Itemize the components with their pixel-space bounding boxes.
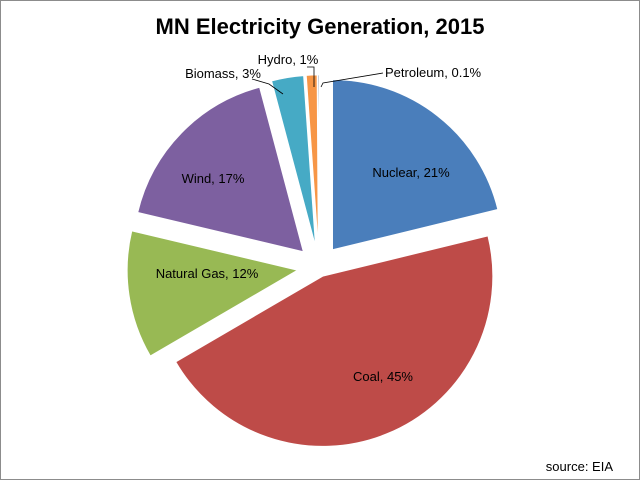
- leader-line-hydro: [307, 66, 315, 87]
- pie-slice-natural-gas: [126, 230, 299, 357]
- pie-slice-petroleum: [317, 74, 320, 246]
- pie-slice-biomass: [271, 75, 316, 246]
- pie-slice-coal: [175, 235, 494, 447]
- slice-label-biomass: Biomass, 3%: [185, 66, 261, 81]
- slice-label-wind: Wind, 17%: [182, 171, 245, 186]
- slice-label-coal: Coal, 45%: [353, 369, 413, 384]
- slice-label-nuclear: Nuclear, 21%: [372, 165, 450, 180]
- leader-line-petroleum: [320, 72, 384, 88]
- leader-lines: [251, 66, 384, 95]
- pie-slice-nuclear: [332, 79, 499, 251]
- slice-label-hydro: Hydro, 1%: [258, 52, 319, 67]
- slice-label-natural-gas: Natural Gas, 12%: [156, 266, 259, 281]
- leader-line-biomass: [251, 78, 284, 95]
- pie-slices: [126, 74, 499, 447]
- slice-labels: Nuclear, 21% Coal, 45% Natural Gas, 12% Win…: [156, 52, 482, 384]
- chart-title: MN Electricity Generation, 2015: [156, 14, 485, 39]
- slice-label-petroleum: Petroleum, 0.1%: [385, 65, 482, 80]
- pie-slice-wind: [137, 86, 304, 253]
- source-note: source: EIA: [546, 459, 614, 474]
- pie-slice-hydro: [305, 74, 319, 246]
